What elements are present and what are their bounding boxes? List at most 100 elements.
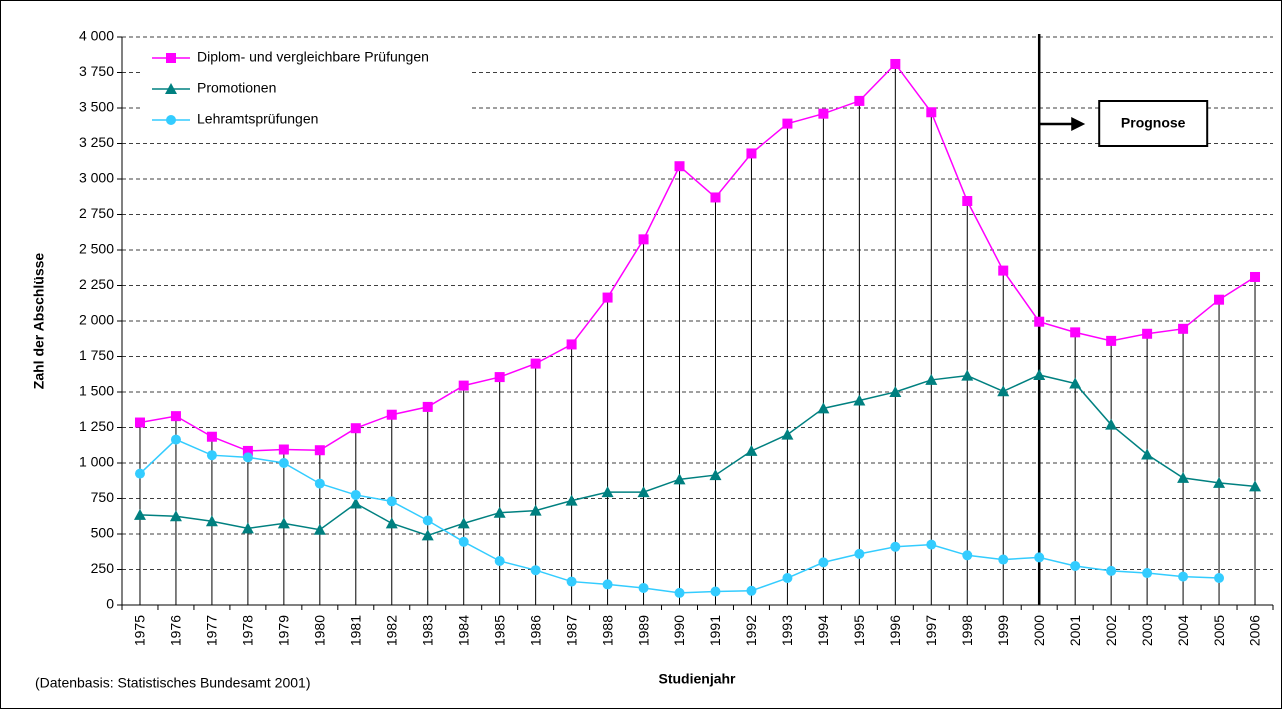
y-tick-label: 1 750 [79, 347, 114, 363]
point [710, 192, 721, 203]
x-tick-label: 2003 [1139, 615, 1155, 646]
x-tick-label: 2002 [1103, 615, 1119, 646]
point [817, 402, 830, 414]
point [314, 478, 325, 489]
point [242, 445, 253, 456]
x-tick-label: 1996 [887, 615, 903, 646]
point [1033, 368, 1046, 380]
point [529, 504, 542, 516]
x-tick-label: 1984 [455, 615, 471, 646]
point [278, 444, 289, 455]
point [278, 458, 289, 468]
x-tick-label: 1998 [959, 615, 975, 646]
point [746, 148, 757, 159]
point [782, 573, 793, 584]
point [166, 115, 176, 125]
point [277, 517, 290, 529]
point [1070, 327, 1081, 338]
point [530, 565, 541, 576]
x-tick-label: 1977 [204, 615, 220, 646]
y-tick-label: 2 500 [79, 241, 114, 257]
y-tick-label: 3 250 [79, 134, 114, 150]
x-tick-label: 2005 [1211, 615, 1227, 646]
point [205, 515, 218, 527]
point [1142, 328, 1153, 339]
x-axis-label: Studienjahr [658, 671, 736, 687]
point [1069, 377, 1082, 389]
point [1034, 316, 1045, 327]
point [206, 450, 217, 461]
point [890, 541, 901, 552]
point [350, 489, 361, 500]
point [314, 445, 325, 456]
point [349, 497, 362, 509]
x-tick-label: 1975 [132, 615, 148, 646]
point [566, 339, 577, 350]
x-tick-label: 1991 [707, 615, 723, 646]
point [818, 557, 829, 568]
point [494, 372, 505, 383]
point [1178, 571, 1189, 582]
x-tick-label: 1994 [815, 615, 831, 646]
x-tick-label: 1980 [312, 615, 328, 646]
point [1106, 335, 1117, 346]
point [602, 292, 613, 303]
x-tick-label: 2004 [1175, 615, 1191, 646]
point [566, 576, 577, 587]
point [601, 486, 614, 498]
point [926, 539, 937, 550]
x-tick-label: 1985 [491, 615, 507, 646]
point [962, 550, 973, 561]
point [637, 486, 650, 498]
point [386, 409, 397, 420]
x-tick-label: 1976 [168, 615, 184, 646]
point [602, 579, 613, 590]
y-tick-label: 0 [106, 596, 114, 612]
point [457, 517, 470, 529]
series-line [139, 62, 1256, 452]
point [818, 108, 829, 119]
point [961, 369, 974, 381]
point [781, 428, 794, 440]
point [422, 401, 433, 412]
point [926, 107, 937, 118]
point [673, 473, 686, 485]
point [638, 582, 649, 593]
point [997, 385, 1010, 397]
point [962, 196, 973, 207]
y-tick-label: 1 000 [79, 454, 114, 470]
point [854, 548, 865, 559]
point [494, 555, 505, 566]
point [134, 468, 145, 479]
y-tick-label: 3 750 [79, 63, 114, 79]
x-tick-label: 1988 [599, 615, 615, 646]
point [925, 373, 938, 385]
y-tick-label: 750 [91, 489, 115, 505]
point [854, 95, 865, 106]
point [890, 58, 901, 69]
point [241, 522, 254, 534]
point [1214, 294, 1225, 305]
x-tick-label: 1986 [527, 615, 543, 646]
x-tick-label: 1982 [383, 615, 399, 646]
x-tick-label: 1990 [671, 615, 687, 646]
point [1214, 573, 1225, 584]
y-tick-label: 250 [91, 560, 115, 576]
point [1142, 568, 1153, 579]
point [458, 380, 469, 391]
source-note: (Datenbasis: Statistisches Bundesamt 200… [35, 675, 310, 691]
point [1250, 271, 1261, 282]
x-tick-label: 2006 [1247, 615, 1263, 646]
legend-label: Promotionen [197, 80, 276, 96]
x-tick-label: 1989 [635, 615, 651, 646]
point [170, 411, 181, 422]
x-tick-label: 1987 [563, 615, 579, 646]
series-line [139, 374, 1256, 537]
point [638, 234, 649, 245]
forecast-arrowhead [1071, 117, 1086, 131]
point [710, 586, 721, 597]
point [386, 496, 397, 507]
point [889, 386, 902, 397]
point [674, 161, 685, 172]
